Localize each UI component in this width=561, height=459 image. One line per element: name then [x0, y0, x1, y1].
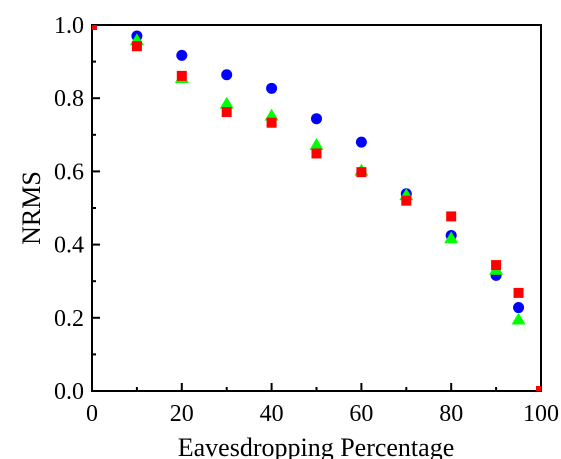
x-tick-label: 40 — [260, 401, 284, 427]
data-markers — [92, 25, 541, 391]
square-point — [92, 25, 97, 30]
x-tick-label: 20 — [170, 401, 194, 427]
square-point — [356, 167, 367, 178]
square-point — [401, 195, 412, 206]
square-point — [131, 41, 142, 52]
y-tick-label: 1.0 — [54, 13, 84, 39]
y-tick-label: 0.6 — [54, 159, 84, 185]
square-point — [176, 70, 187, 81]
y-tick-label: 0.0 — [54, 379, 84, 405]
x-tick-label: 60 — [349, 401, 373, 427]
triangle-point — [444, 231, 459, 244]
triangle-point — [219, 96, 234, 109]
triangle-point — [264, 108, 279, 121]
circle-point — [176, 49, 188, 61]
x-tick-label: 0 — [86, 401, 98, 427]
circle-point — [221, 69, 233, 81]
y-axis-title: NRMS — [17, 171, 46, 245]
y-tick-label: 0.4 — [54, 233, 84, 259]
circle-point — [311, 113, 322, 125]
x-tick-label: 80 — [439, 401, 463, 427]
triangle-point — [309, 138, 324, 150]
square-point — [536, 386, 541, 391]
plot-frame — [91, 24, 542, 392]
y-tick-label: 0.2 — [54, 306, 84, 332]
circle-point — [355, 136, 367, 148]
square-point — [446, 211, 457, 222]
square-point — [491, 260, 502, 271]
axis-ticks — [91, 24, 542, 392]
circle-point — [266, 82, 278, 94]
triangle-point — [511, 312, 526, 325]
square-point — [513, 287, 524, 298]
square-point — [266, 117, 277, 128]
circle-point — [513, 302, 525, 314]
y-tick-labels: 0.0 0.2 0.4 0.6 0.8 1.0 — [54, 13, 84, 405]
square-point — [311, 148, 322, 159]
y-tick-label: 0.8 — [54, 86, 84, 112]
square-point — [221, 107, 232, 118]
x-axis-title: Eavesdropping Percentage — [178, 433, 455, 459]
x-tick-label: 100 — [523, 401, 559, 427]
x-tick-labels: 0 20 40 60 80 100 — [86, 401, 559, 427]
